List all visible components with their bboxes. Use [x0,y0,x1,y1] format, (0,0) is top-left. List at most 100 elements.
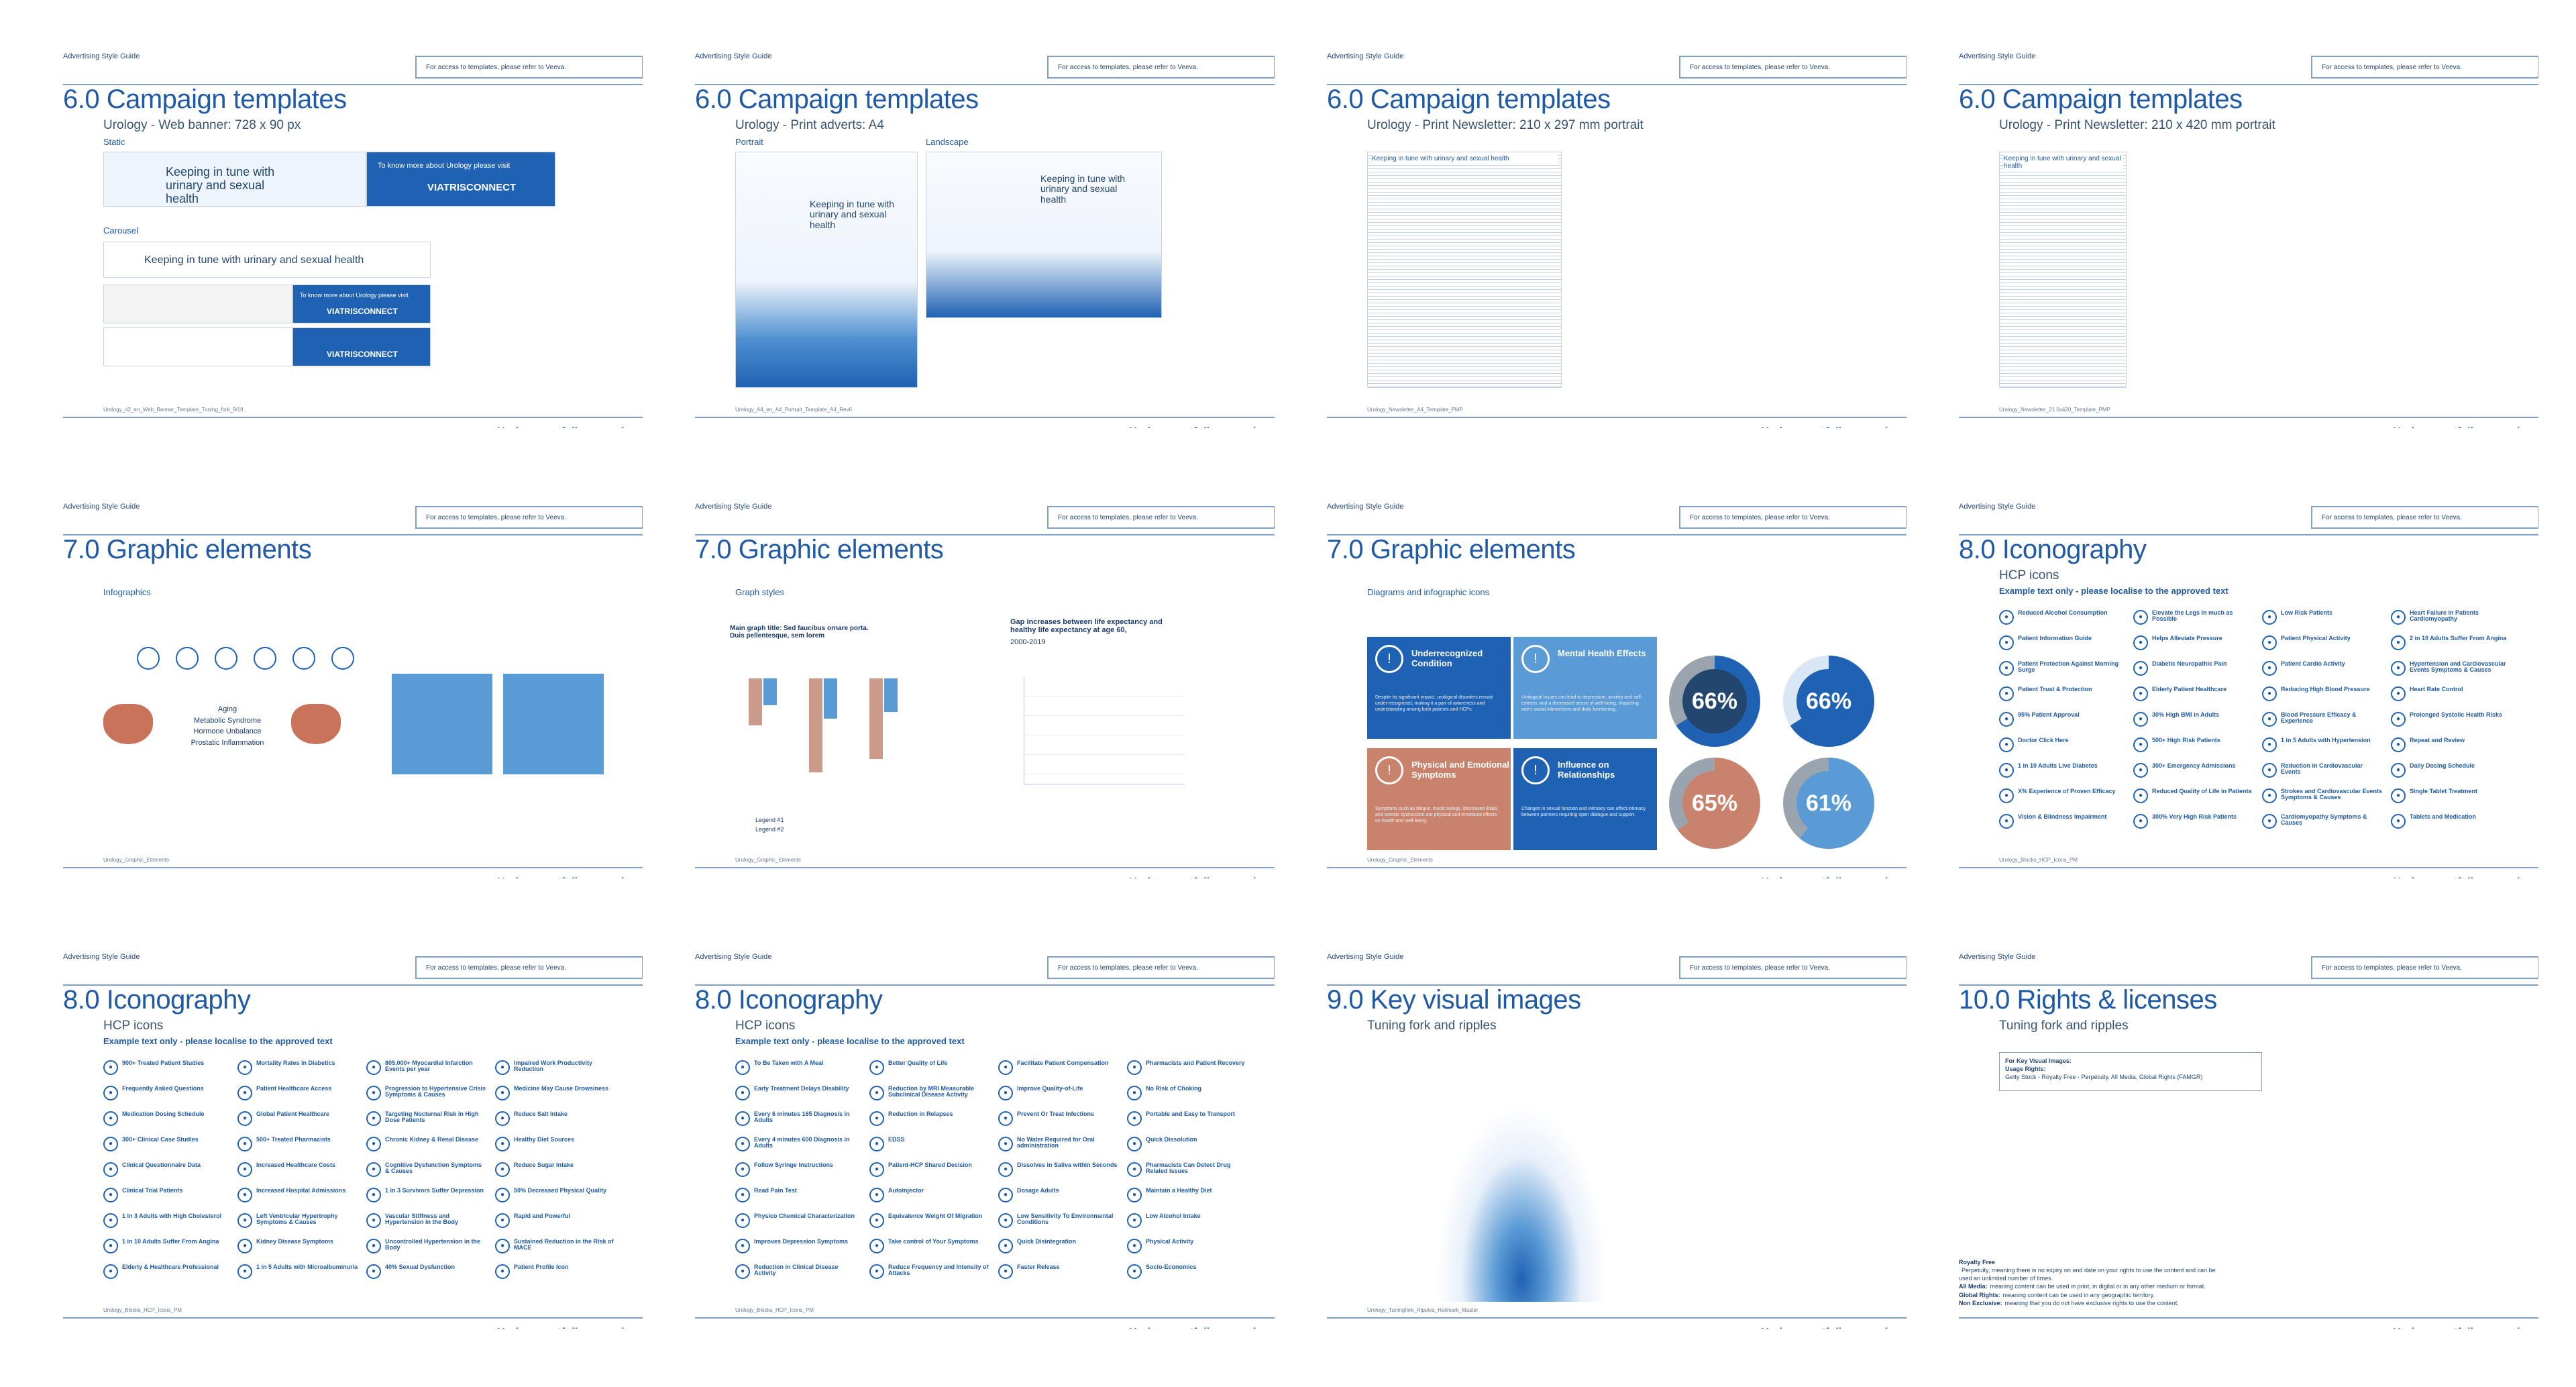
prostate-icon [103,704,153,744]
icon-list-item: ● Medicine May Cause Drowsiness [495,1085,616,1109]
page-title: 9.0 Key visual images [1327,985,1581,1015]
icon-list-item: ● Rapid and Powerful [495,1213,616,1236]
medical-icon: ● [2262,686,2277,701]
medical-icon: ● [2262,814,2277,829]
advert-headline: Keeping in tune with urinary and sexual … [1040,173,1126,205]
footer-rule [63,1317,643,1319]
icon-list-item: ● Every 6 minutes 165 Diagnosis in Adults [735,1111,856,1134]
line-chart-title: Gap increases between life expectancy an… [1010,618,1163,634]
style-guide-page: Advertising Style Guide For access to tem… [1959,953,2538,1329]
page-subtitle: Urology - Print Newsletter: 210 x 420 mm… [1999,118,2275,132]
rights-box-text: Getty Stock - Royalty Free - Perpetuity,… [2005,1074,2203,1081]
carousel-frame: Keeping in tune with urinary and sexual … [103,242,431,278]
bar-mark [824,678,837,719]
newsletter-headline: Keeping in tune with urinary and sexual … [2004,155,2123,170]
icon-label: Mortality Rates in Diabetics [256,1060,335,1066]
icon-label: No Risk of Choking [1146,1085,1201,1092]
medical-icon: ● [869,1239,884,1253]
footer-rule [63,417,643,418]
medical-icon: ● [998,1213,1013,1228]
style-guide-page: Advertising Style Guide For access to tem… [695,503,1275,878]
medical-icon: ● [2391,737,2406,752]
footer-rule [63,867,643,868]
medical-icon: ● [366,1264,381,1279]
guide-label: Advertising Style Guide [695,52,772,60]
medical-icon: ● [366,1060,381,1075]
page-caption: Urology_Blocks_HCP_Icons_PM [735,1307,814,1313]
medical-icon: ● [1999,635,2014,650]
medical-icon: ● [237,1239,252,1253]
carousel-cta[interactable]: To know more about Urology please visit V… [292,285,431,323]
icon-label: 300% Very High Risk Patients [2152,813,2237,820]
icon-list-item: ● EDSS [869,1136,990,1160]
icon-list-item: ● Dosage Adults [998,1187,1119,1211]
icon-list-item: ● Quick Dissolution [1127,1136,1248,1160]
tile-body: Urological issues can lead to depression… [1521,695,1643,713]
landscape-advert: Keeping in tune with urinary and sexual … [926,152,1162,318]
icon-list-item: ● Global Patient Healthcare [237,1111,358,1134]
icon-list-item: ● 30% High BMI in Adults [2133,711,2254,735]
icon-list-item: ● Strokes and Cardiovascular Events Sympt… [2262,788,2383,811]
guide-label: Advertising Style Guide [1327,503,1404,511]
tile-title: Influence on Relationships [1558,760,1615,780]
megaphone-tile [392,674,492,774]
page-caption: Urology_d2_en_Web_Banner_Template_Tuning… [103,407,244,413]
access-note: For access to templates, please refer to… [2311,956,2538,979]
footer-rule [695,417,1275,418]
medical-icon: ● [2133,712,2148,727]
icon-label: Daily Dosing Schedule [2410,762,2475,769]
style-guide-page: Advertising Style Guide For access to tem… [1327,503,1907,878]
page-subtitle: Tuning fork and ripples [1367,1019,1497,1033]
guide-label: Advertising Style Guide [1327,52,1404,60]
icon-label: Repeat and Review [2410,737,2465,743]
medical-icon: ● [366,1137,381,1151]
icon-list-item: ● Elderly Patient Healthcare [2133,686,2254,709]
medical-icon: ● [1999,788,2014,803]
graph-styles-label: Graph styles [735,587,784,597]
percentage-donut: 61% [1783,758,1874,849]
cause-item: Aging [217,705,237,713]
icon-label: Every 6 minutes 165 Diagnosis in Adults [754,1111,850,1124]
icon-label: Global Patient Healthcare [256,1111,330,1117]
license-desc: meaning content can be used in any geogr… [2002,1291,2155,1298]
access-note: For access to templates, please refer to… [1047,506,1275,529]
icon-label: Patient Healthcare Access [256,1085,332,1092]
icon-label: Facilitate Patient Compensation [1017,1060,1109,1066]
icon-list-item: ● Low Alcohol Intake [1127,1213,1248,1236]
footer-title: Urology portfolio campaign [497,1327,637,1329]
risk-icons-row [137,647,378,674]
guide-label: Advertising Style Guide [1327,953,1404,961]
carousel-benefits [103,327,292,366]
icon-list-item: ● Vascular Stiffness and Hypertension in … [366,1213,487,1236]
medical-icon: ● [495,1111,510,1126]
medical-icon: ● [366,1213,381,1228]
license-term: Non Exclusive: [1959,1299,2002,1306]
icon-list-item: ● Repeat and Review [2391,737,2512,760]
medical-icon: ● [1127,1264,1142,1279]
access-note: For access to templates, please refer to… [1047,56,1275,79]
medical-icon: ● [2391,661,2406,676]
percentage-donut: 66% [1669,656,1760,747]
newsletter-page: Keeping in tune with urinary and sexual … [1367,152,1562,388]
page-caption: Urology_Newsletter_A4_Template_PMP [1367,407,1463,413]
footer-rule [695,867,1275,868]
carousel-cta-2[interactable]: VIATRISCONNECT [292,327,431,366]
icon-list-item: ● Daily Dosing Schedule [2391,762,2512,786]
icon-label: 50% Decreased Physical Quality [514,1187,607,1194]
icon-label: Patient Trust & Protection [2018,686,2092,692]
style-guide-page: Advertising Style Guide For access to tem… [1327,52,1907,428]
icon-label: Doctor Click Here [2018,737,2069,743]
icon-label: Reducing High Blood Pressure [2281,686,2370,692]
icon-label: Physical Activity [1146,1238,1194,1245]
page-title: 7.0 Graphic elements [695,535,944,564]
page-caption: Urology_Blocks_HCP_Icons_PM [103,1307,182,1313]
icon-list-item: ● Targeting Nocturnal Risk in High Dose P… [366,1111,487,1134]
medical-icon: ● [1999,763,2014,778]
tile-body: Despite its significant impact, urologic… [1375,695,1494,713]
portrait-advert: Keeping in tune with urinary and sexual … [735,152,918,388]
icon-label: Faster Release [1017,1264,1060,1270]
top-rule [63,534,643,535]
icon-list-item: ● Maintain a Healthy Diet [1127,1187,1248,1211]
cause-item: Prostatic Inflammation [191,738,264,747]
static-banner-cta[interactable]: To know more about Urology please visit V… [366,152,555,207]
